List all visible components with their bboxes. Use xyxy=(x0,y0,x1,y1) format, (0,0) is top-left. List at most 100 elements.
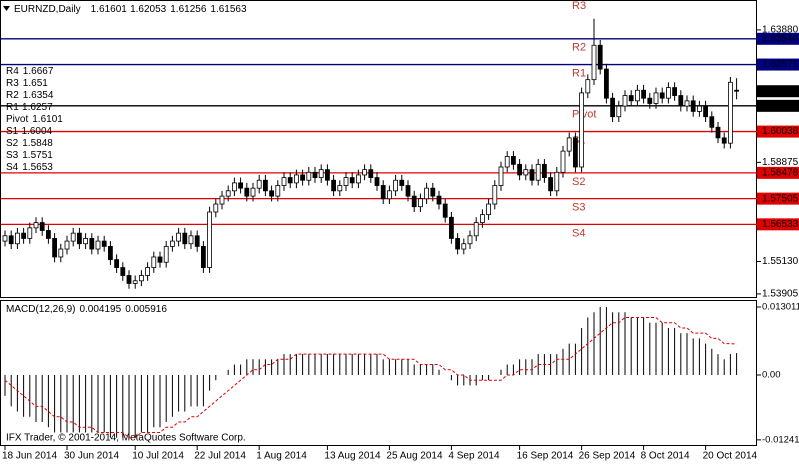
candle-body xyxy=(213,203,219,213)
level-tag-label: 1.56533 xyxy=(762,219,799,230)
candle-body xyxy=(728,81,733,144)
x-tick-label: 22 Jul 2014 xyxy=(194,451,246,462)
candle-body xyxy=(455,238,461,250)
candle-body xyxy=(498,166,504,186)
pivot-row: S4 1.5653 xyxy=(6,162,53,173)
candle-body xyxy=(411,195,417,208)
candle-body xyxy=(585,79,591,94)
x-tick-label: 18 Jun 2014 xyxy=(2,451,57,462)
candle-body xyxy=(238,182,244,189)
candle-body xyxy=(256,179,262,189)
candle-body xyxy=(114,259,119,268)
candle-body xyxy=(672,87,677,96)
candle-body xyxy=(393,179,399,192)
candle-body xyxy=(678,95,684,107)
candle-body xyxy=(597,44,603,70)
macd-value: 0.004195 xyxy=(79,304,121,315)
x-tick-label: 10 Jul 2014 xyxy=(132,451,184,462)
pivot-row: R2 1.6354 xyxy=(6,90,54,101)
candle-body xyxy=(300,174,306,181)
pivot-row: S2 1.5848 xyxy=(6,138,53,149)
candle-body xyxy=(399,179,405,186)
pivot-value: 1.5848 xyxy=(22,138,53,149)
candle-body xyxy=(548,177,553,192)
candle-body xyxy=(715,126,721,139)
level-tag-label: 1.63544 xyxy=(762,33,799,44)
candle-body xyxy=(324,169,330,181)
level-tag-label: 1.60038 xyxy=(762,126,799,137)
macd-name: MACD(12,26,9) xyxy=(6,304,75,315)
candle-body xyxy=(486,203,492,216)
candle-body xyxy=(188,235,194,245)
level-label: R3 xyxy=(572,0,586,12)
signal-value: 0.005916 xyxy=(125,304,167,315)
candle-body xyxy=(331,179,337,192)
level-tag xyxy=(757,32,799,45)
candle-body xyxy=(337,185,343,192)
level-tag-label: 1.62571 xyxy=(762,59,799,70)
pivot-row: R4 1.6667 xyxy=(6,66,54,77)
pivot-name: R1 xyxy=(6,102,19,113)
candle-body xyxy=(83,238,88,245)
pivot-row: Pivot 1.6101 xyxy=(6,114,63,125)
pivot-name: Pivot xyxy=(6,114,28,125)
pivot-value: 1.6101 xyxy=(32,114,63,125)
pivot-name: R3 xyxy=(6,78,19,89)
candle-body xyxy=(510,156,516,165)
level-label: R1 xyxy=(572,67,586,79)
level-tag xyxy=(757,58,799,71)
candle-body xyxy=(517,163,522,176)
pivot-value: 1.5653 xyxy=(22,162,53,173)
candle-body xyxy=(479,214,485,223)
pivot-value: 1.6004 xyxy=(22,126,53,137)
candle-body xyxy=(591,44,597,81)
candle-body xyxy=(430,187,436,197)
candle-body xyxy=(225,190,231,197)
macd-label: MACD(12,26,9) 0.004195 0.005916 xyxy=(6,304,167,315)
candle-body xyxy=(424,187,430,200)
candle-body xyxy=(405,185,411,197)
candle-body xyxy=(417,198,423,208)
candle-body xyxy=(697,105,702,112)
candle-body xyxy=(262,179,268,192)
candle-body xyxy=(219,195,225,205)
candle-body xyxy=(647,97,653,104)
candle-body xyxy=(690,100,696,112)
candle-body xyxy=(641,89,646,99)
candle-body xyxy=(169,240,175,247)
level-tag xyxy=(757,166,799,179)
candle-body xyxy=(27,227,33,239)
candle-body xyxy=(8,235,14,245)
y-tick-label: 1.53905 xyxy=(762,289,799,300)
x-tick-label: 30 Jun 2014 xyxy=(64,451,119,462)
pivot-value: 1.651 xyxy=(23,78,48,89)
level-label: S2 xyxy=(572,176,585,188)
candle-body xyxy=(635,89,640,102)
candle-body xyxy=(145,267,151,276)
candle-body xyxy=(653,92,659,104)
candle-body xyxy=(542,163,547,178)
menu-triangle[interactable] xyxy=(3,6,10,11)
candle-body xyxy=(95,240,101,250)
candle-body xyxy=(349,177,355,184)
candle-body xyxy=(684,100,690,107)
chart-header: EURNZD,Daily 1.61601 1.62053 1.61256 1.61563 xyxy=(14,4,247,15)
level-tag xyxy=(757,99,799,112)
candle-body xyxy=(108,245,113,261)
candle-body xyxy=(77,232,82,245)
level-label: Pivot xyxy=(572,109,596,121)
pivot-row: R3 1.651 xyxy=(6,78,48,89)
x-tick-label: 4 Sep 2014 xyxy=(448,451,500,462)
candle-body xyxy=(523,169,529,176)
pivot-name: S1 xyxy=(6,126,19,137)
candle-body xyxy=(157,256,163,263)
y-tick-label: 1.55130 xyxy=(762,256,799,267)
candle-body xyxy=(343,177,349,186)
y-tick-label: 0.013011 xyxy=(762,302,799,313)
pivot-name: R4 xyxy=(6,66,19,77)
price-tag xyxy=(757,85,799,98)
candle-body xyxy=(355,174,361,184)
candle-body xyxy=(306,171,312,181)
candle-body xyxy=(448,216,454,239)
